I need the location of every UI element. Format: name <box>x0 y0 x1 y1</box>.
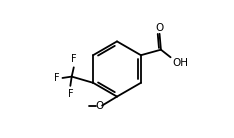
Text: F: F <box>68 89 73 99</box>
Text: F: F <box>71 54 77 64</box>
Text: OH: OH <box>172 58 188 68</box>
Text: O: O <box>95 101 103 111</box>
Text: F: F <box>54 73 59 83</box>
Text: O: O <box>156 23 164 33</box>
